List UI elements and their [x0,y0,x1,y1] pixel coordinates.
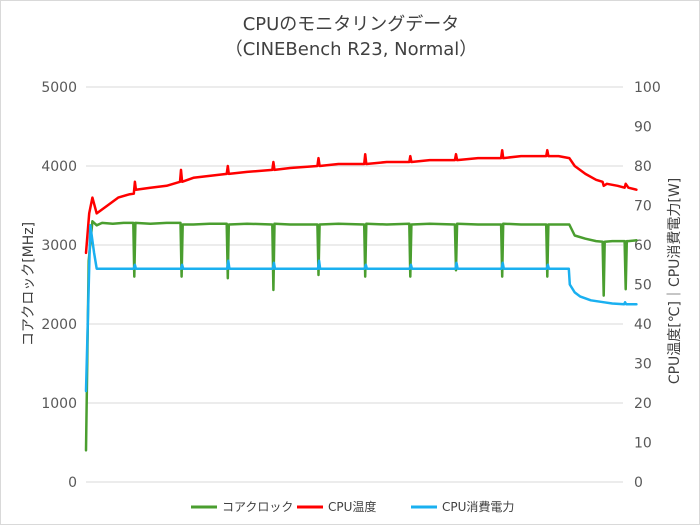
right-tick-label: 100 [634,80,661,96]
series-line-コアクロック [84,220,638,452]
right-tick-label: 40 [634,317,652,333]
right-tick-label: 90 [634,120,652,136]
left-tick-label: 3000 [41,238,77,254]
right-tick-label: 60 [634,238,652,254]
legend-label: コアクロック [222,500,293,514]
left-axis-label: コアクロック[MHz] [21,222,37,346]
right-tick-label: 30 [634,357,652,373]
right-tick-label: 10 [634,436,652,452]
right-tick-label: 80 [634,159,652,175]
left-tick-label: 2000 [41,317,77,333]
legend-label: CPU温度 [328,499,376,514]
left-tick-label: 5000 [41,80,77,96]
chart-title: CPUのモニタリングデータ [243,14,460,35]
gridlines [86,86,623,483]
right-tick-label: 0 [634,475,643,491]
right-tick-label: 50 [634,278,652,294]
left-tick-label: 0 [68,475,77,491]
left-tick-label: 1000 [41,396,77,412]
legend-label: CPU消費電力 [442,499,514,514]
left-tick-label: 4000 [41,159,77,175]
left-axis-ticks: 0 1000 2000 3000 4000 5000 [41,80,77,491]
legend: コアクロック CPU温度 CPU消費電力 [191,499,514,514]
right-tick-label: 20 [634,396,652,412]
right-tick-label: 70 [634,199,652,215]
series-lines [84,148,638,452]
series-line-CPU温度 [84,148,638,255]
right-axis-ticks: 0 10 20 30 40 50 60 70 80 90 100 [634,80,661,491]
chart-subtitle: （CINEBench R23, Normal） [225,39,478,60]
series-line-CPU消費電力 [84,224,638,393]
right-axis-label: CPU温度[℃]｜CPU消費電力[W] [667,178,683,384]
